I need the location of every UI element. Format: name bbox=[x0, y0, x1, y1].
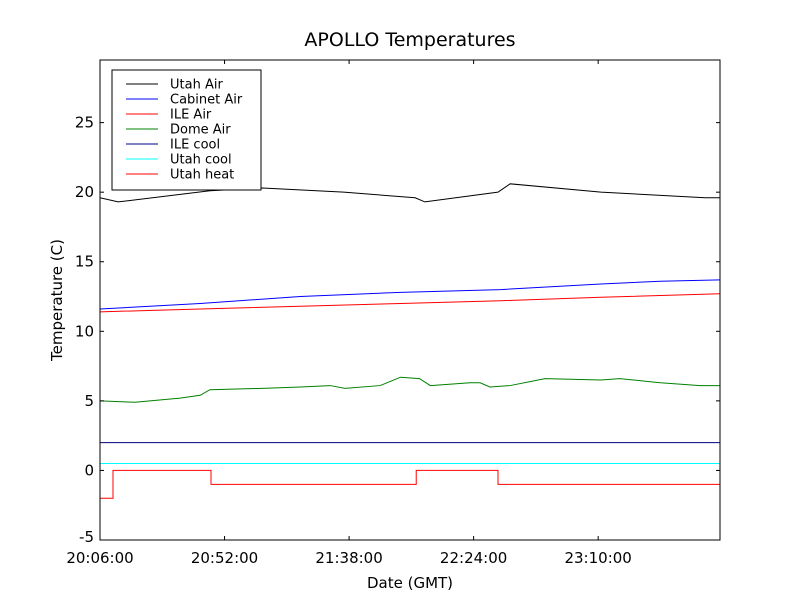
y-tick-label: 10 bbox=[75, 322, 94, 340]
x-tick-label: 20:52:00 bbox=[191, 549, 258, 567]
y-axis-label: Temperature (C) bbox=[48, 239, 66, 362]
y-tick-label: 25 bbox=[75, 114, 94, 132]
series-line-utah-heat bbox=[100, 469, 720, 499]
series-line-utah-air bbox=[99, 183, 720, 203]
series-layer bbox=[99, 183, 721, 499]
y-tick-label: -5 bbox=[79, 528, 94, 546]
axes-layer: 20:06:00 20:52:00 21:38:00 22:24:00 23:10:00… bbox=[66, 59, 721, 567]
y-tick-label: 15 bbox=[75, 253, 94, 271]
series-line-dome-air bbox=[99, 376, 720, 403]
y-tick-label: 20 bbox=[75, 183, 94, 201]
legend-label: Utah heat bbox=[170, 168, 234, 183]
legend-label: Cabinet Air bbox=[170, 93, 243, 108]
x-tick-label: 21:38:00 bbox=[315, 549, 382, 567]
legend-label: ILE cool bbox=[170, 138, 220, 153]
legend-label: ILE Air bbox=[170, 108, 212, 123]
legend-label: Dome Air bbox=[170, 123, 231, 138]
x-tick-label: 20:06:00 bbox=[66, 549, 133, 567]
series-line-cabinet-air bbox=[99, 279, 721, 310]
legend-box bbox=[111, 69, 262, 191]
y-tick-label: 5 bbox=[84, 392, 94, 410]
plot-frame bbox=[99, 59, 721, 541]
legend-label: Utah cool bbox=[170, 153, 232, 168]
chart-title: APOLLO Temperatures bbox=[304, 29, 515, 51]
legend-label: Utah Air bbox=[170, 78, 223, 93]
x-tick-label: 23:10:00 bbox=[564, 549, 631, 567]
y-tick-label: 0 bbox=[84, 461, 94, 479]
x-tick-label: 22:24:00 bbox=[440, 549, 507, 567]
x-axis-label: Date (GMT) bbox=[367, 574, 453, 592]
series-line-ile-air bbox=[99, 293, 721, 313]
